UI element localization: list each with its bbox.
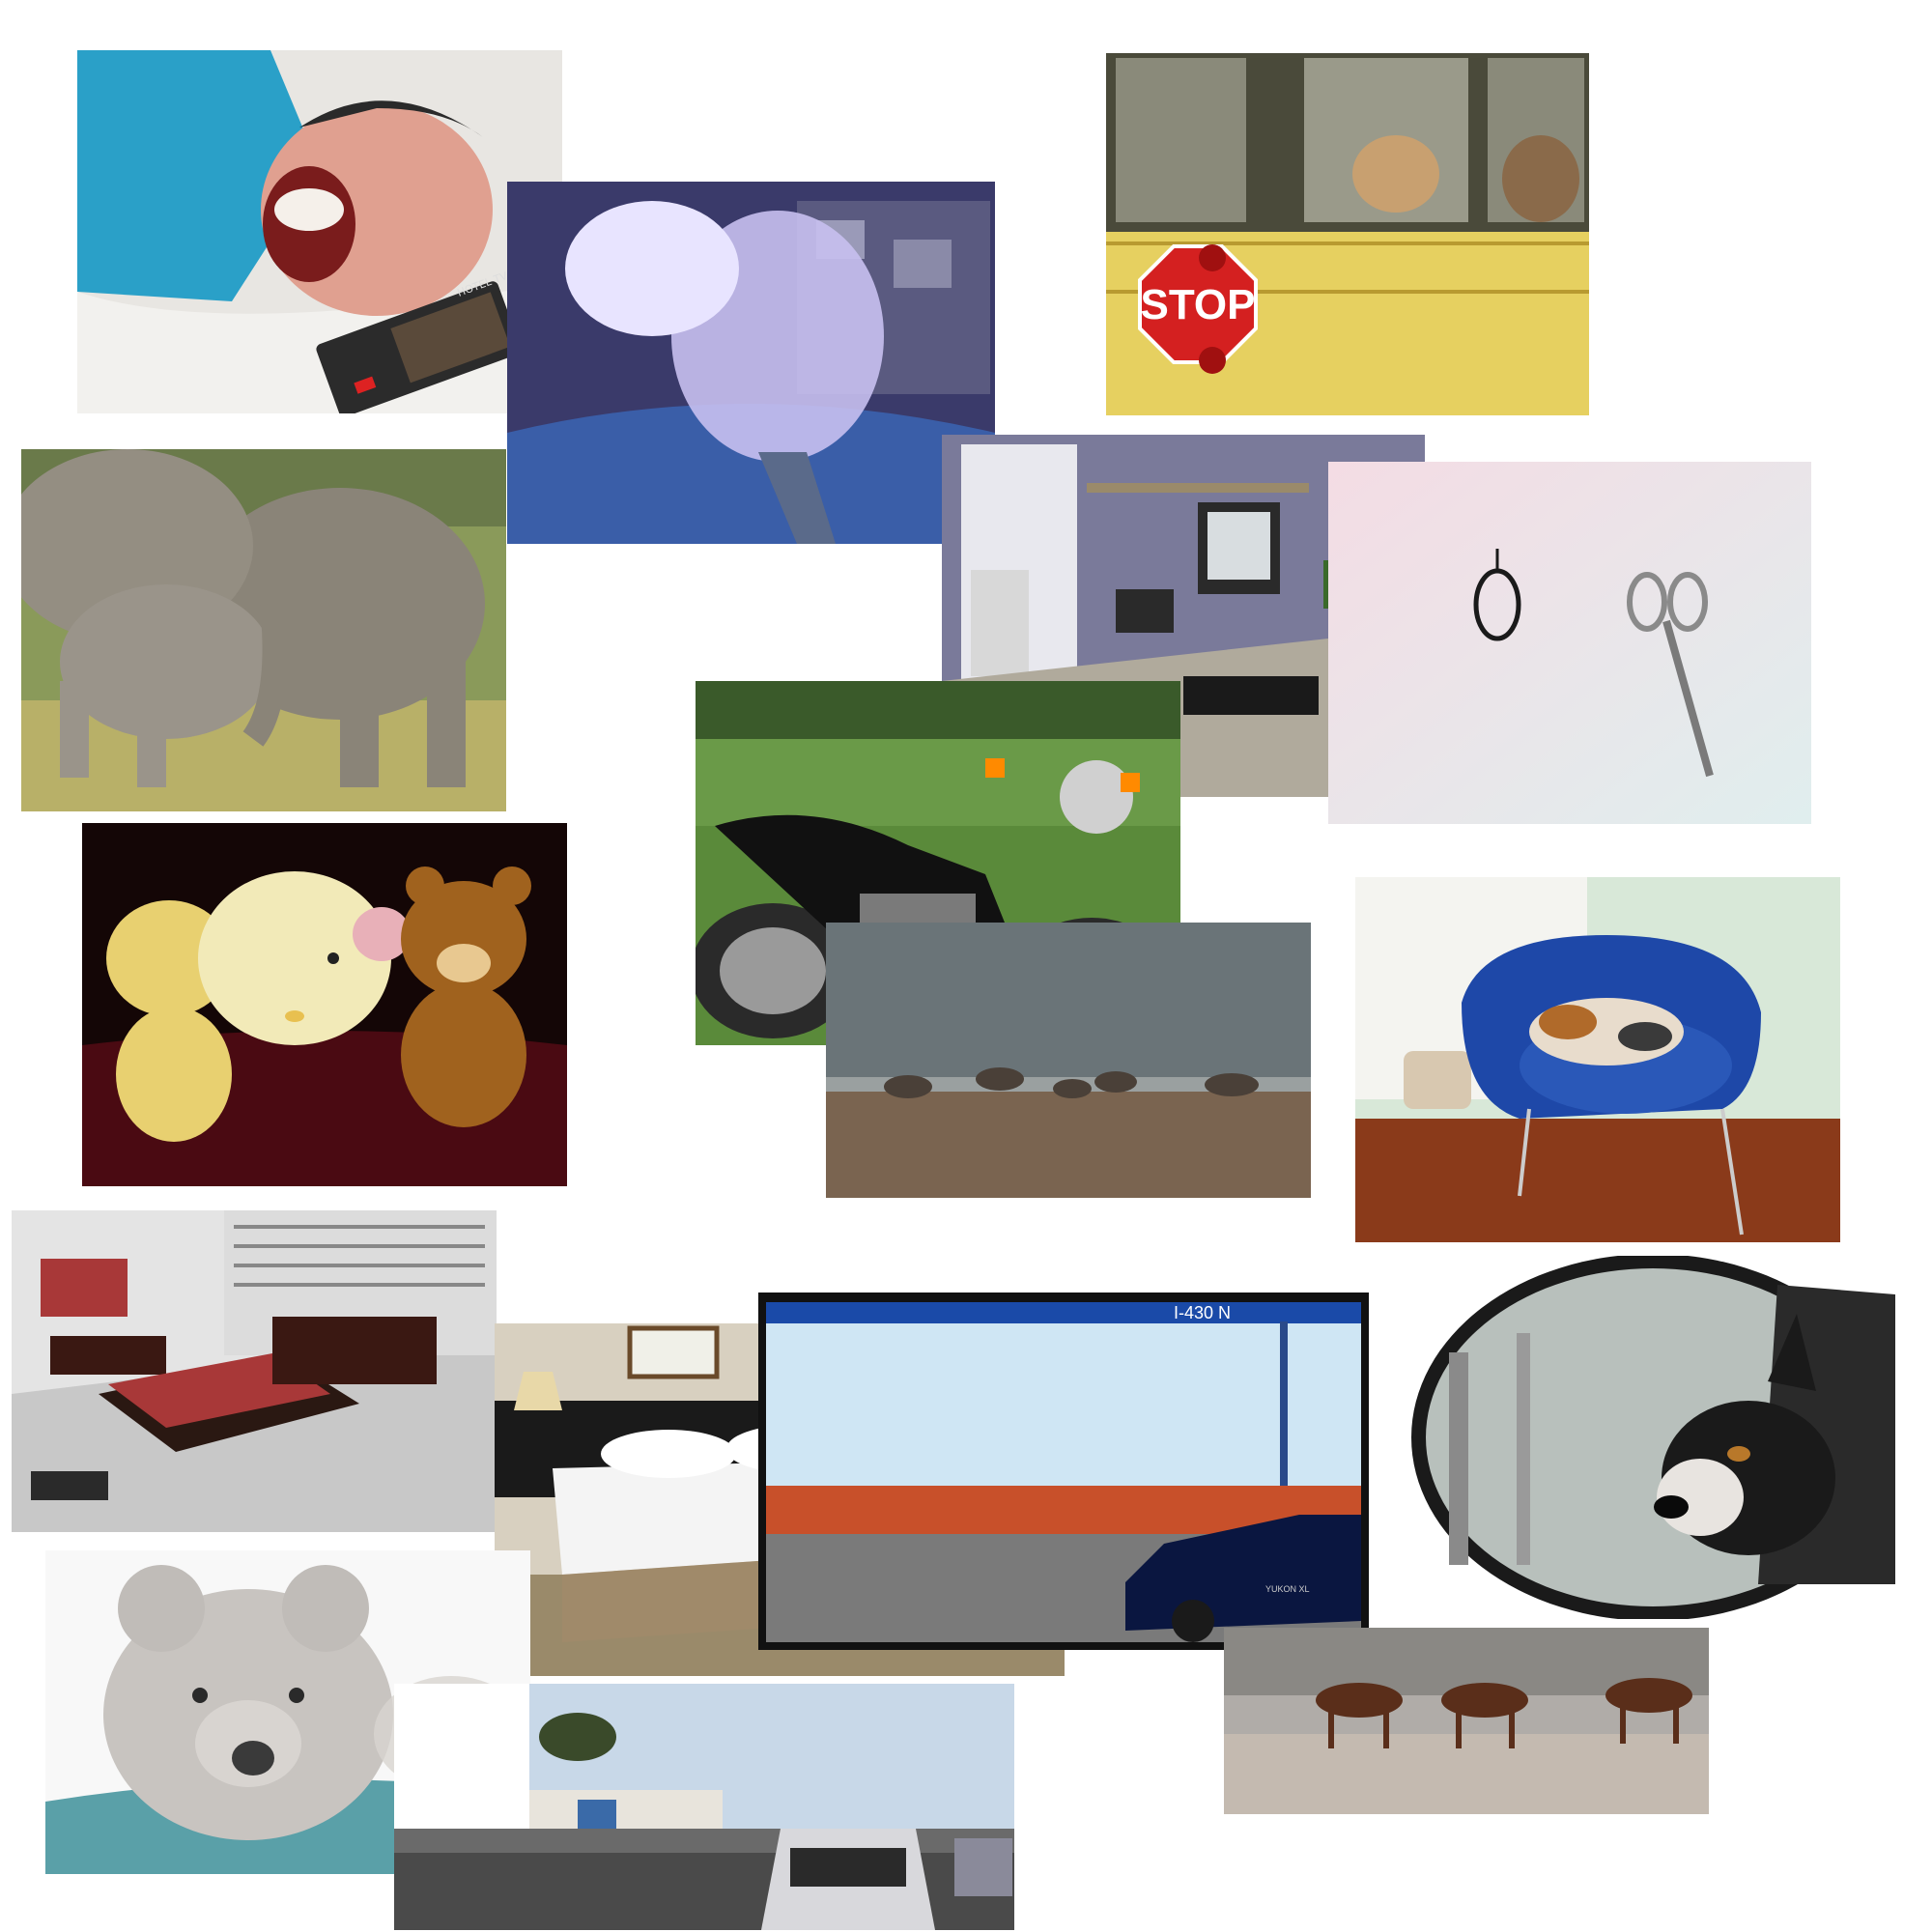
truck-badge-text: YUKON XL [1265, 1584, 1310, 1594]
photo-street-taxi [394, 1684, 1014, 1930]
stop-sign-text: STOP [1140, 281, 1255, 328]
photo-shorebirds [826, 923, 1311, 1198]
photo-scissors [1328, 462, 1811, 824]
photo-man-laughing: HOTEL TV [77, 50, 562, 413]
photo-school-bus: STOP [1106, 53, 1589, 415]
photo-dog-mirror [1410, 1256, 1895, 1619]
photo-modern-bedroom [12, 1210, 497, 1532]
photo-cat-chair [1355, 877, 1840, 1242]
photo-intersection: I-430 N YUKON XL [758, 1293, 1369, 1650]
photo-man-drinking [507, 182, 995, 544]
highway-sign-text: I-430 N [1174, 1303, 1231, 1322]
photo-plush-toys [82, 823, 567, 1186]
photo-horses-beach [1224, 1628, 1709, 1814]
photo-elephants [21, 449, 506, 811]
